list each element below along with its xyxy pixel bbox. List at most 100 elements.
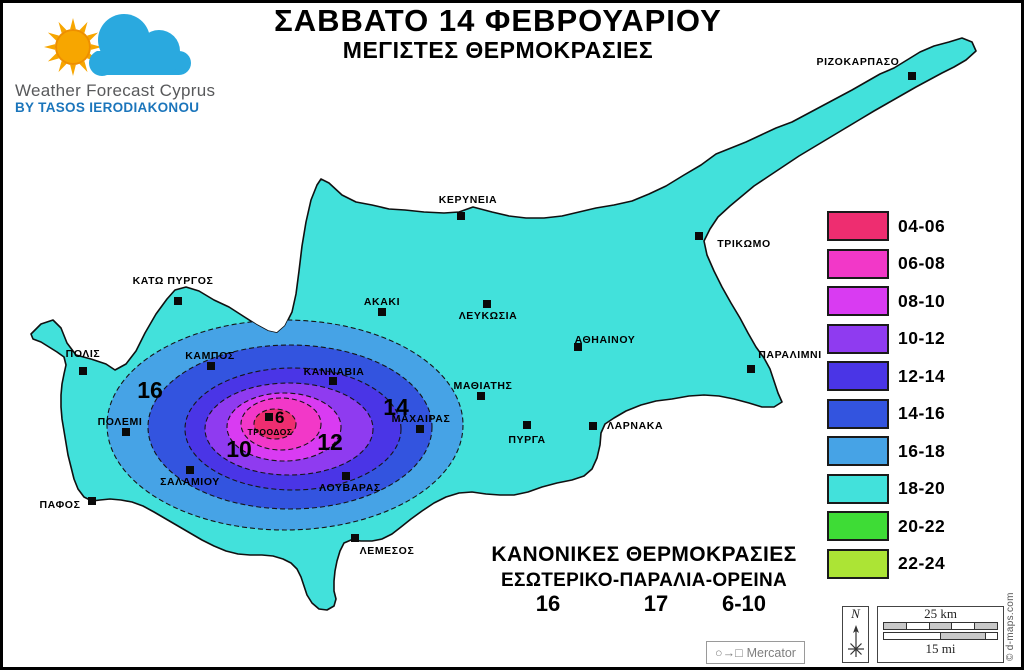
scale-bar-mi <box>883 632 998 640</box>
legend-row: 18-20 <box>827 473 946 504</box>
legend-range-label: 18-20 <box>898 478 946 498</box>
legend-range-label: 08-10 <box>898 290 946 311</box>
city-marker <box>351 534 359 542</box>
city-marker <box>342 472 350 480</box>
sun-ray <box>44 44 56 50</box>
normal-temps-block: ΚΑΝΟΝΙΚΕΣ ΘΕΡΜΟΚΡΑΣΙΕΣ ΕΣΩΤΕΡΙΚΟ-ΠΑΡΑΛΙΑ… <box>486 543 802 592</box>
city-label: ΠΟΛΙΣ <box>66 348 101 360</box>
legend-swatch <box>827 286 889 316</box>
sun-icon <box>44 18 102 76</box>
city-label: ΣΑΛΑΜΙΟΥ <box>160 476 220 488</box>
legend-row: 22-24 <box>827 548 946 579</box>
logo-art <box>44 14 191 76</box>
city-label: ΤΡΙΚΩΜΟ <box>717 238 770 250</box>
city-label: ΚΑΤΩ ΠΥΡΓΟΣ <box>133 275 214 287</box>
normal-temps-values: 16 17 6-10 <box>3 591 1021 617</box>
legend-swatch <box>827 361 889 391</box>
legend-range-label: 06-08 <box>898 253 946 273</box>
peak-value: 6 <box>275 408 284 427</box>
city-label: ΛΑΡΝΑΚΑ <box>607 420 663 432</box>
legend-range-label: 04-06 <box>898 215 946 236</box>
city-marker <box>589 422 597 430</box>
city-marker <box>207 362 215 370</box>
legend-swatch <box>827 548 889 579</box>
city-marker <box>457 212 465 220</box>
map-credit: © d-maps.com <box>1005 592 1016 661</box>
page-subtitle: ΜΕΓΙΣΤΕΣ ΘΕΡΜΟΚΡΑΣΙΕΣ <box>342 36 654 63</box>
compass-star-icon <box>847 625 864 657</box>
legend-range-label: 22-24 <box>898 553 946 573</box>
sun-ray <box>79 21 88 33</box>
logo-byline: BY TASOS IERODIAKONOU <box>15 100 200 115</box>
contour-label-16: 16 <box>137 377 163 403</box>
city-label: ΠΥΡΓΑ <box>508 434 545 446</box>
contour-label-12: 12 <box>317 429 343 455</box>
projection-label: Mercator <box>746 645 796 660</box>
scale-bar-km <box>883 622 998 630</box>
legend-range-label: 10-12 <box>898 328 946 348</box>
city-marker <box>908 72 916 80</box>
sun-ray <box>70 18 76 30</box>
city-label: ΡΙΖΟΚΑΡΠΑΣΟ <box>817 56 900 68</box>
city-label: ΛΕΥΚΩΣΙΑ <box>459 310 518 322</box>
city-label: ΑΘΗΑΙΝΟΥ <box>575 334 636 346</box>
peak-name: ΤΡΟΟΔΟΣ <box>248 427 293 437</box>
sun-ray <box>79 61 88 73</box>
city-label: ΛΟΥΒΑΡΑΣ <box>319 482 381 494</box>
city-label: ΠΑΦΟΣ <box>40 499 81 511</box>
projection-box: ○→□ Mercator <box>706 641 805 664</box>
city-marker <box>174 297 182 305</box>
normal-temp-value: 6-10 <box>721 591 767 616</box>
city-label: ΜΑΧΑΙΡΑΣ <box>392 413 451 425</box>
normal-temp-value: 16 <box>535 591 561 616</box>
city-markers-layer: ΡΙΖΟΚΑΡΠΑΣΟ ΚΕΡΥΝΕΙΑ ΤΡΙΚΩΜΟ ΠΑΡΑΛΙΜΝΙ ΛΕΥΚΩ… <box>40 56 916 557</box>
legend-swatch <box>827 248 889 279</box>
legend-range-label: 14-16 <box>898 403 946 423</box>
normal-temp-value: 17 <box>643 591 669 616</box>
city-label: ΚΕΡΥΝΕΙΑ <box>439 194 497 206</box>
city-marker <box>186 466 194 474</box>
legend-row: 12-14 <box>827 361 945 391</box>
city-marker <box>416 425 424 433</box>
sun-ray <box>47 32 59 41</box>
legend-range-label: 12-14 <box>898 365 946 386</box>
city-marker <box>329 377 337 385</box>
city-marker <box>695 232 703 240</box>
north-label: N <box>851 606 860 621</box>
city-label: ΠΟΛΕΜΙ <box>98 416 143 428</box>
normal-temps-title: ΚΑΝΟΝΙΚΕΣ ΘΕΡΜΟΚΡΑΣΙΕΣ <box>491 543 797 566</box>
city-marker <box>574 343 582 351</box>
legend-range-label: 20-22 <box>898 515 946 536</box>
logo-name: Weather Forecast Cyprus <box>15 81 216 100</box>
sun-ray <box>70 64 76 76</box>
normal-temps-zones: ΕΣΩΤΕΡΙΚΟ-ΠΑΡΑΛΙΑ-ΟΡΕΙΝΑ <box>501 570 787 591</box>
city-label: ΚΑΜΠΟΣ <box>185 350 235 362</box>
city-marker <box>79 367 87 375</box>
legend-row: 08-10 <box>827 286 945 316</box>
contour-label-10: 10 <box>226 436 252 462</box>
legend-swatch <box>827 473 889 504</box>
projection-icon: ○→□ <box>715 645 743 660</box>
city-marker <box>378 308 386 316</box>
legend-swatch <box>827 398 889 429</box>
sun-ray <box>58 21 67 33</box>
peak-marker <box>265 413 273 421</box>
legend-row: 10-12 <box>827 323 946 354</box>
legend-row: 06-08 <box>827 248 946 279</box>
legend-range-label: 16-18 <box>898 440 946 461</box>
city-label: ΛΕΜΕΣΟΣ <box>360 545 415 557</box>
scale-mi-label: 15 mi <box>925 641 956 656</box>
legend-swatch <box>827 511 889 541</box>
city-marker <box>88 497 96 505</box>
cyprus-map: 16 14 12 10 ΡΙΖΟΚΑΡΠΑΣΟ ΚΕΡΥΝΕΙΑ ΤΡΙΚΩΜΟ ΠΑΡΑΛ… <box>30 37 977 611</box>
cloud-icon <box>89 14 191 76</box>
city-label: ΠΑΡΑΛΙΜΝΙ <box>758 349 822 361</box>
city-marker <box>523 421 531 429</box>
sun-disc <box>55 29 91 65</box>
temperature-legend: 04-06 06-08 08-10 10-12 12-14 14-16 16-18 18-20… <box>827 211 945 579</box>
city-label: ΑΚΑΚΙ <box>364 296 400 308</box>
contour-band-04-06 <box>253 408 297 440</box>
city-marker <box>122 428 130 436</box>
